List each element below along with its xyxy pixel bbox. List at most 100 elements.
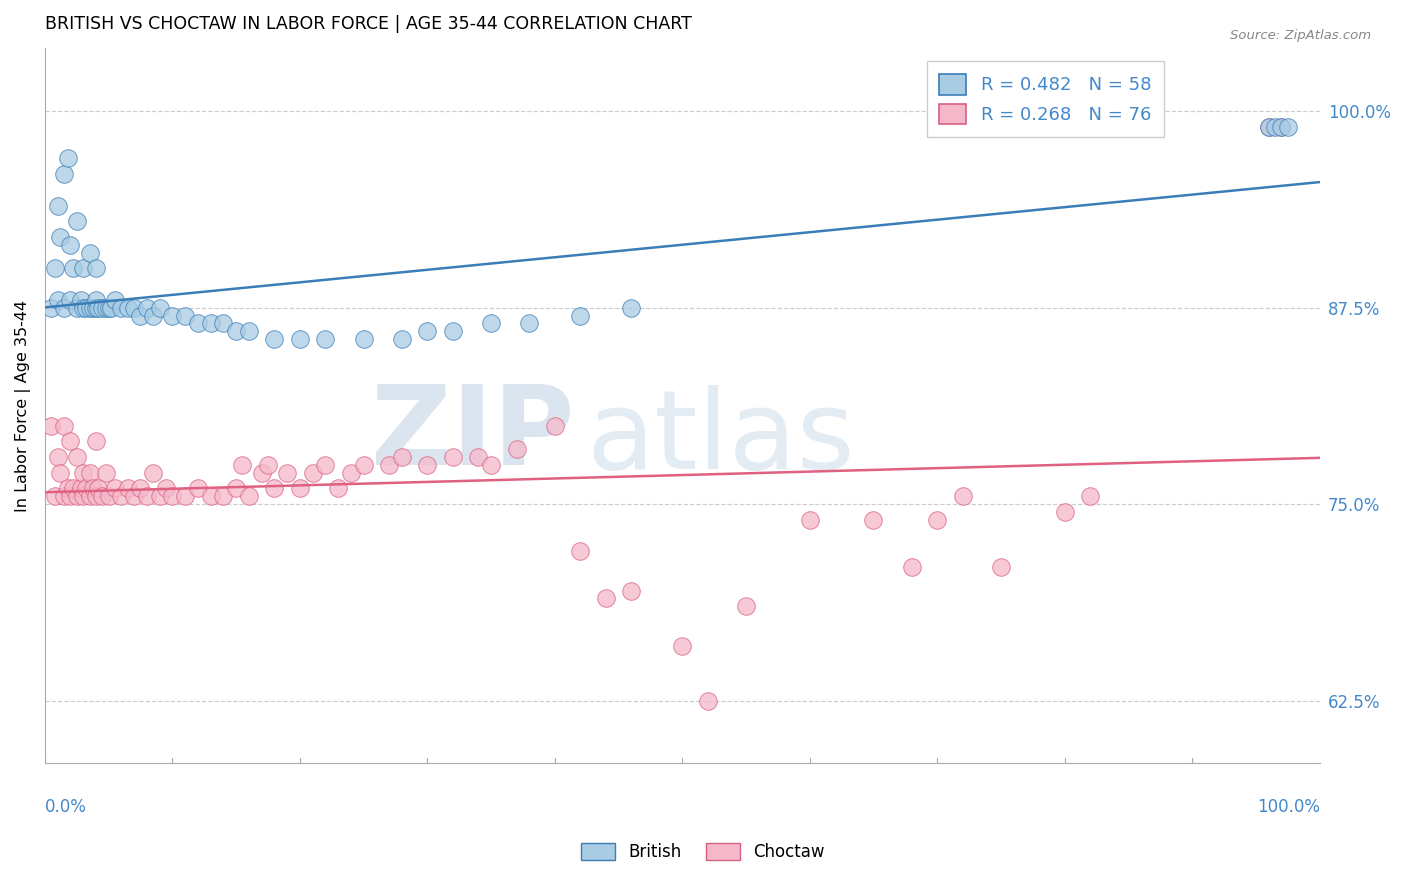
Point [862, 513, 884, 527]
Point [39, 418, 62, 433]
Point [84, 301, 107, 315]
Point [46, 198, 69, 212]
Point [378, 458, 401, 472]
Point [79, 489, 101, 503]
Point [900, 560, 922, 574]
Point [187, 482, 209, 496]
Point [569, 544, 592, 558]
Point [66, 450, 89, 464]
Point [314, 458, 336, 472]
Point [301, 466, 323, 480]
Point [84, 434, 107, 449]
Text: 100.0%: 100.0% [1257, 798, 1320, 816]
Point [84, 489, 107, 503]
Point [56, 482, 79, 496]
Point [326, 482, 349, 496]
Point [479, 317, 502, 331]
Point [66, 489, 89, 503]
Point [110, 489, 132, 503]
Point [84, 293, 107, 307]
Point [53, 418, 76, 433]
Point [59, 293, 82, 307]
Point [620, 301, 643, 315]
Point [927, 513, 949, 527]
Point [46, 293, 69, 307]
Point [75, 482, 97, 496]
Point [353, 458, 375, 472]
Point [104, 293, 127, 307]
Point [1270, 120, 1292, 134]
Point [517, 317, 540, 331]
Point [142, 309, 165, 323]
Point [544, 418, 567, 433]
Point [391, 332, 413, 346]
Point [1257, 120, 1279, 134]
Point [79, 301, 101, 315]
Point [82, 482, 104, 496]
Point [110, 301, 132, 315]
Point [91, 301, 114, 315]
Point [135, 301, 157, 315]
Point [595, 591, 617, 606]
Point [142, 466, 165, 480]
Point [129, 309, 152, 323]
Point [135, 489, 157, 503]
Point [75, 301, 97, 315]
Point [97, 489, 120, 503]
Point [735, 599, 758, 614]
Text: 0.0%: 0.0% [45, 798, 87, 816]
Point [174, 309, 197, 323]
Point [72, 466, 94, 480]
Point [117, 301, 139, 315]
Point [39, 301, 62, 315]
Point [66, 214, 89, 228]
Point [122, 301, 145, 315]
Point [799, 513, 821, 527]
Point [72, 301, 94, 315]
Point [117, 482, 139, 496]
Point [66, 301, 89, 315]
Point [79, 245, 101, 260]
Point [467, 450, 489, 464]
Point [46, 450, 69, 464]
Point [238, 489, 260, 503]
Point [100, 301, 122, 315]
Point [59, 434, 82, 449]
Point [391, 450, 413, 464]
Point [569, 309, 592, 323]
Point [104, 482, 127, 496]
Point [49, 466, 72, 480]
Point [263, 332, 285, 346]
Point [225, 482, 247, 496]
Point [416, 458, 439, 472]
Point [416, 324, 439, 338]
Point [162, 489, 184, 503]
Point [49, 230, 72, 244]
Point [59, 489, 82, 503]
Point [174, 489, 197, 503]
Point [250, 466, 273, 480]
Point [696, 693, 718, 707]
Point [353, 332, 375, 346]
Y-axis label: In Labor Force | Age 35-44: In Labor Force | Age 35-44 [15, 300, 31, 512]
Point [87, 301, 110, 315]
Point [62, 482, 84, 496]
Point [671, 639, 693, 653]
Point [53, 489, 76, 503]
Point [441, 324, 464, 338]
Point [1257, 120, 1279, 134]
Point [441, 450, 464, 464]
Point [288, 482, 311, 496]
Point [69, 293, 91, 307]
Point [212, 317, 235, 331]
Point [62, 261, 84, 276]
Legend: R = 0.482   N = 58, R = 0.268   N = 76: R = 0.482 N = 58, R = 0.268 N = 76 [927, 61, 1164, 137]
Point [257, 458, 280, 472]
Point [149, 489, 172, 503]
Point [59, 237, 82, 252]
Point [1277, 120, 1299, 134]
Point [79, 466, 101, 480]
Point [952, 489, 974, 503]
Point [53, 301, 76, 315]
Point [1078, 489, 1101, 503]
